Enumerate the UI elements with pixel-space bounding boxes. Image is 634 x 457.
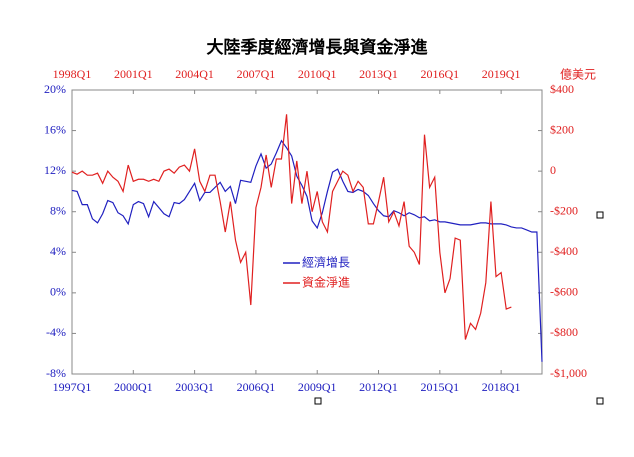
y2-tick-label: $200	[550, 122, 574, 136]
y-tick-label: -8%	[46, 366, 66, 380]
x-tick-label: 2003Q1	[175, 380, 214, 394]
y-tick-label: 16%	[44, 122, 66, 136]
y2-tick-label: -$400	[550, 244, 578, 258]
y-tick-label: 8%	[50, 203, 66, 217]
x2-tick-label: 2004Q1	[175, 67, 214, 81]
x2-tick-label: 2010Q1	[298, 67, 337, 81]
x2-tick-label: 2016Q1	[420, 67, 459, 81]
y2-tick-label: $400	[550, 82, 574, 96]
x-tick-label: 2012Q1	[359, 380, 398, 394]
x-tick-label: 2009Q1	[298, 380, 337, 394]
x-tick-label: 2018Q1	[482, 380, 521, 394]
x2-tick-label: 2013Q1	[359, 67, 398, 81]
y-tick-label: -4%	[46, 325, 66, 339]
handle	[596, 211, 604, 219]
y-tick-label: 20%	[44, 82, 66, 96]
y2-tick-label: -$200	[550, 203, 578, 217]
legend-label: 資金淨進	[302, 275, 350, 290]
x-tick-label: 2006Q1	[237, 380, 276, 394]
y2-tick-label: -$800	[550, 325, 578, 339]
series-line	[71, 114, 512, 340]
y2-tick-label: 0	[550, 163, 556, 177]
series-line	[71, 139, 543, 362]
legend-label: 經濟增長	[302, 255, 350, 270]
y2-tick-label: -$600	[550, 285, 578, 299]
plot-frame	[71, 89, 543, 375]
x2-tick-label: 1998Q1	[53, 67, 92, 81]
y-tick-label: 0%	[50, 285, 66, 299]
y2-axis-title: 億美元	[560, 68, 596, 82]
chart-title: 大陸季度經濟增長與資金淨進	[207, 37, 428, 58]
y2-tick-label: -$1,000	[550, 366, 587, 380]
x-tick-label: 2015Q1	[420, 380, 459, 394]
x2-tick-label: 2007Q1	[237, 67, 276, 81]
handle	[596, 397, 604, 405]
handle	[314, 397, 322, 405]
x-tick-label: 1997Q1	[53, 380, 92, 394]
x2-tick-label: 2019Q1	[482, 67, 521, 81]
y-tick-label: 12%	[44, 163, 66, 177]
x2-tick-label: 2001Q1	[114, 67, 153, 81]
x-tick-label: 2000Q1	[114, 380, 153, 394]
y-tick-label: 4%	[50, 244, 66, 258]
